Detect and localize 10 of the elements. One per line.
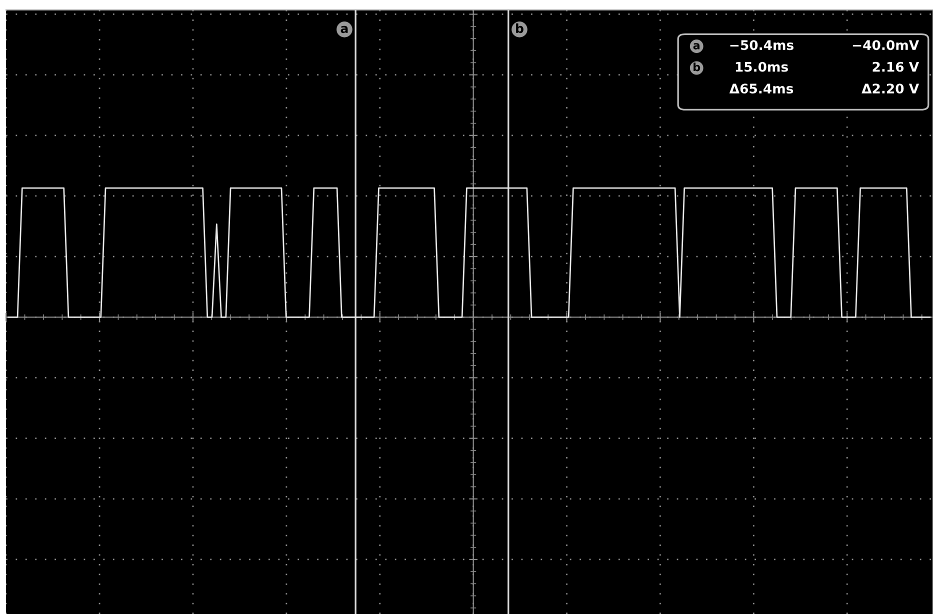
text: Δ65.4ms bbox=[729, 84, 794, 94]
text: 2.16 V bbox=[872, 62, 920, 72]
text: −40.0mV bbox=[852, 40, 920, 50]
text: 15.0ms bbox=[736, 62, 788, 72]
text: b bbox=[516, 23, 524, 34]
text: a bbox=[340, 26, 348, 34]
text: b bbox=[694, 62, 700, 72]
text: Δ2.20 V bbox=[862, 84, 920, 94]
text: −50.4ms bbox=[730, 40, 794, 50]
text: a bbox=[693, 43, 700, 50]
